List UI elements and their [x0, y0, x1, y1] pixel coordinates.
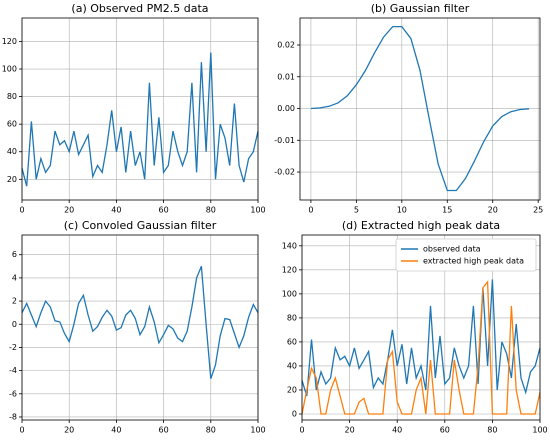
chart-title: (a) Observed PM2.5 data	[71, 2, 208, 15]
line	[301, 279, 541, 397]
y-tick-label: 80	[287, 313, 297, 322]
y-tick-label: 0.02	[277, 40, 295, 49]
y-tick-label: 60	[7, 120, 17, 129]
plot-frame	[301, 234, 541, 421]
y-tick-label: 0	[292, 409, 297, 418]
line	[301, 280, 541, 415]
y-tick-label: 120	[2, 37, 17, 46]
y-tick-label: -0.01	[274, 136, 295, 145]
y-tick-label: 4	[12, 273, 17, 282]
y-tick-label: 100	[282, 289, 297, 298]
x-tick-label: 0	[19, 426, 24, 435]
legend	[395, 238, 537, 272]
plot-frame	[21, 17, 259, 201]
x-tick-label: 40	[392, 426, 402, 435]
line	[21, 266, 259, 379]
legend-label: observed data	[423, 245, 481, 254]
y-tick-label: 120	[282, 265, 297, 274]
chart-title: (b) Gaussian filter	[371, 2, 470, 15]
y-tick-label: 100	[2, 65, 17, 74]
y-tick-label: 0.01	[277, 72, 295, 81]
x-tick-label: 20	[488, 206, 498, 215]
y-tick-label: -8	[9, 412, 17, 421]
y-tick-label: 140	[282, 241, 297, 250]
chart-title: (c) Convoled Gaussian filter	[64, 219, 217, 232]
plot-frame	[299, 17, 541, 201]
y-tick-label: 20	[287, 385, 297, 394]
plot-frame	[21, 234, 259, 421]
chart-title: (d) Extracted high peak data	[342, 219, 500, 232]
x-tick-label: 100	[532, 426, 547, 435]
x-tick-label: 80	[206, 426, 216, 435]
x-tick-label: 20	[345, 426, 355, 435]
x-tick-label: 0	[19, 206, 24, 215]
x-tick-label: 60	[159, 206, 169, 215]
x-tick-label: 80	[487, 426, 497, 435]
y-tick-label: -2	[9, 343, 17, 352]
x-tick-label: 0	[299, 426, 304, 435]
x-tick-label: 25	[533, 206, 543, 215]
x-tick-label: 15	[442, 206, 452, 215]
legend-label: extracted high peak data	[423, 257, 524, 266]
y-tick-label: 80	[7, 92, 17, 101]
y-tick-label: 40	[7, 147, 17, 156]
x-tick-label: 100	[250, 206, 265, 215]
x-tick-label: 40	[111, 426, 121, 435]
x-tick-label: 0	[308, 206, 313, 215]
line	[310, 25, 530, 192]
y-tick-label: 60	[287, 337, 297, 346]
y-tick-label: -4	[9, 366, 17, 375]
y-tick-label: 6	[12, 250, 17, 259]
y-tick-label: 20	[7, 175, 17, 184]
x-tick-label: 10	[397, 206, 407, 215]
y-tick-label: -0.02	[274, 168, 295, 177]
x-tick-label: 100	[250, 426, 265, 435]
x-tick-label: 60	[440, 426, 450, 435]
x-tick-label: 20	[64, 206, 74, 215]
x-tick-label: 20	[64, 426, 74, 435]
y-tick-label: 0.00	[277, 104, 295, 113]
line	[21, 52, 259, 187]
y-tick-label: 40	[287, 361, 297, 370]
y-tick-label: 0	[12, 320, 17, 329]
x-tick-label: 60	[159, 426, 169, 435]
x-tick-label: 40	[111, 206, 121, 215]
x-tick-label: 5	[354, 206, 359, 215]
x-tick-label: 80	[206, 206, 216, 215]
y-tick-label: -6	[9, 389, 17, 398]
y-tick-label: 2	[12, 297, 17, 306]
